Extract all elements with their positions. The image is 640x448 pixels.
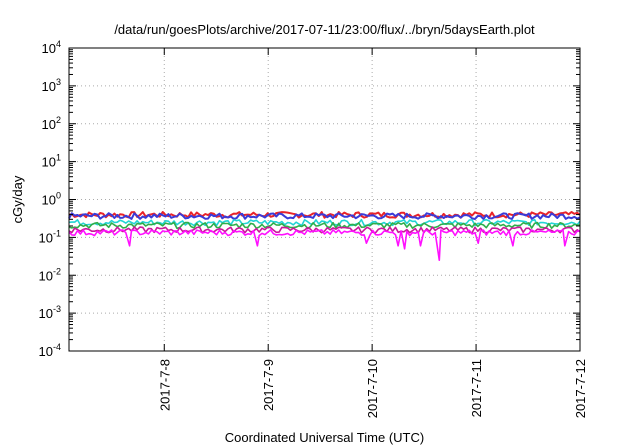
series-line-4 (68, 221, 581, 230)
y-tick-label: 10-4 (39, 342, 61, 359)
series-line-6 (68, 229, 581, 262)
chart-title: /data/run/goesPlots/archive/2017-07-11/2… (114, 22, 535, 37)
x-tick-label: 2017-7-12 (573, 359, 588, 418)
series-line-3 (68, 218, 581, 227)
y-tick-label: 100 (42, 191, 61, 208)
y-tick-label: 104 (42, 39, 61, 56)
axis-ticks: 2017-7-8 2017-7-9 2017-7-10 2017-7-11 2017-7… (39, 39, 588, 418)
y-tick-label: 10-2 (39, 266, 61, 283)
x-tick-label: 2017-7-8 (157, 359, 172, 411)
y-axis-label: cGy/day (10, 175, 25, 223)
y-tick-label: 101 (42, 153, 61, 170)
y-tick-label: 10-1 (39, 228, 61, 245)
x-tick-label: 2017-7-10 (365, 359, 380, 418)
y-tick-label: 102 (42, 115, 61, 132)
series-line-2 (68, 212, 581, 220)
grid (69, 48, 580, 351)
x-tick-label: 2017-7-9 (261, 359, 276, 411)
series-line-5 (68, 226, 581, 234)
y-tick-label: 10-3 (39, 304, 61, 321)
x-axis-label: Coordinated Universal Time (UTC) (225, 430, 424, 445)
series-lines (68, 211, 581, 262)
x-tick-label: 2017-7-11 (469, 359, 484, 417)
y-tick-label: 103 (42, 77, 61, 94)
